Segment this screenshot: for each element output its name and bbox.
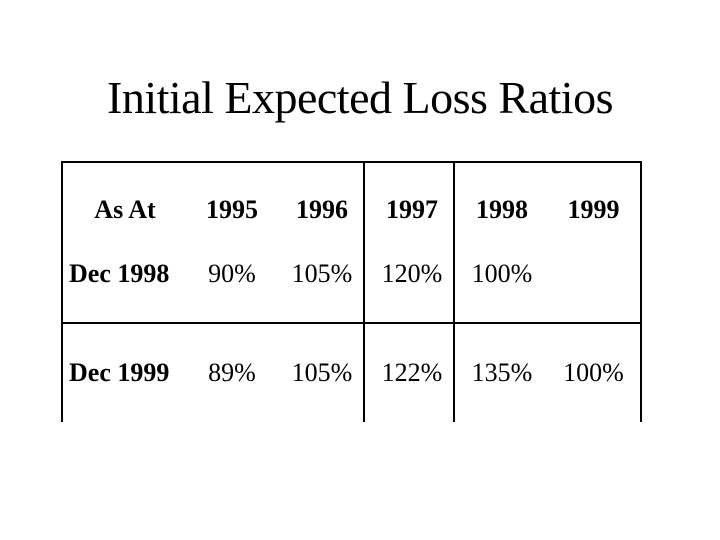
header-cell-1996: 1996: [296, 195, 348, 224]
value-cell-empty: [547, 259, 640, 289]
row-divider: [63, 322, 640, 324]
value-cell: 122%: [381, 358, 443, 387]
column-divider-right-of-1997: [453, 163, 455, 422]
header-cell-1998: 1998: [476, 195, 528, 224]
header-cell-as-at: As At: [94, 195, 156, 224]
table-header-row: As At 1995 1996 1997 1998 1999: [63, 195, 640, 225]
value-cell: 105%: [291, 259, 353, 288]
value-cell: 135%: [471, 358, 533, 387]
value-cell: 120%: [381, 259, 443, 288]
value-cell: 100%: [563, 358, 624, 387]
row-label: Dec 1998: [69, 259, 170, 288]
value-cell: 89%: [208, 358, 256, 387]
value-cell: 100%: [471, 259, 533, 288]
header-cell-1999: 1999: [567, 195, 620, 224]
table-row-dec-1999: Dec 1999 89% 105% 122% 135% 100%: [63, 358, 640, 388]
loss-ratios-table: As At 1995 1996 1997 1998 1999 Dec 1998 …: [61, 161, 642, 422]
row-label: Dec 1999: [69, 358, 170, 387]
value-cell: 90%: [208, 259, 256, 288]
header-cell-1995: 1995: [206, 195, 258, 224]
table-row-dec-1998: Dec 1998 90% 105% 120% 100%: [63, 259, 640, 289]
value-cell: 105%: [291, 358, 353, 387]
slide-title: Initial Expected Loss Ratios: [107, 72, 613, 123]
header-cell-1997: 1997: [386, 195, 438, 224]
column-divider-left-of-1997: [363, 163, 365, 422]
